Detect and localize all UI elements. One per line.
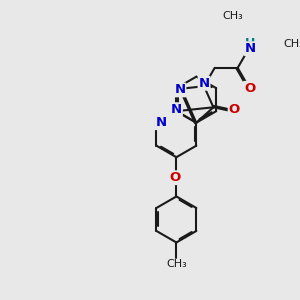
Text: CH₃: CH₃ bbox=[223, 11, 243, 21]
Text: CH₃: CH₃ bbox=[166, 260, 187, 269]
Text: N: N bbox=[245, 42, 256, 55]
Text: N: N bbox=[155, 116, 167, 129]
Text: N: N bbox=[174, 83, 185, 96]
Text: O: O bbox=[169, 171, 181, 184]
Text: O: O bbox=[244, 82, 255, 95]
Text: N: N bbox=[199, 77, 210, 90]
Text: N: N bbox=[171, 103, 182, 116]
Text: H: H bbox=[245, 37, 256, 50]
Text: O: O bbox=[229, 103, 240, 116]
Text: CH₃: CH₃ bbox=[283, 39, 300, 49]
